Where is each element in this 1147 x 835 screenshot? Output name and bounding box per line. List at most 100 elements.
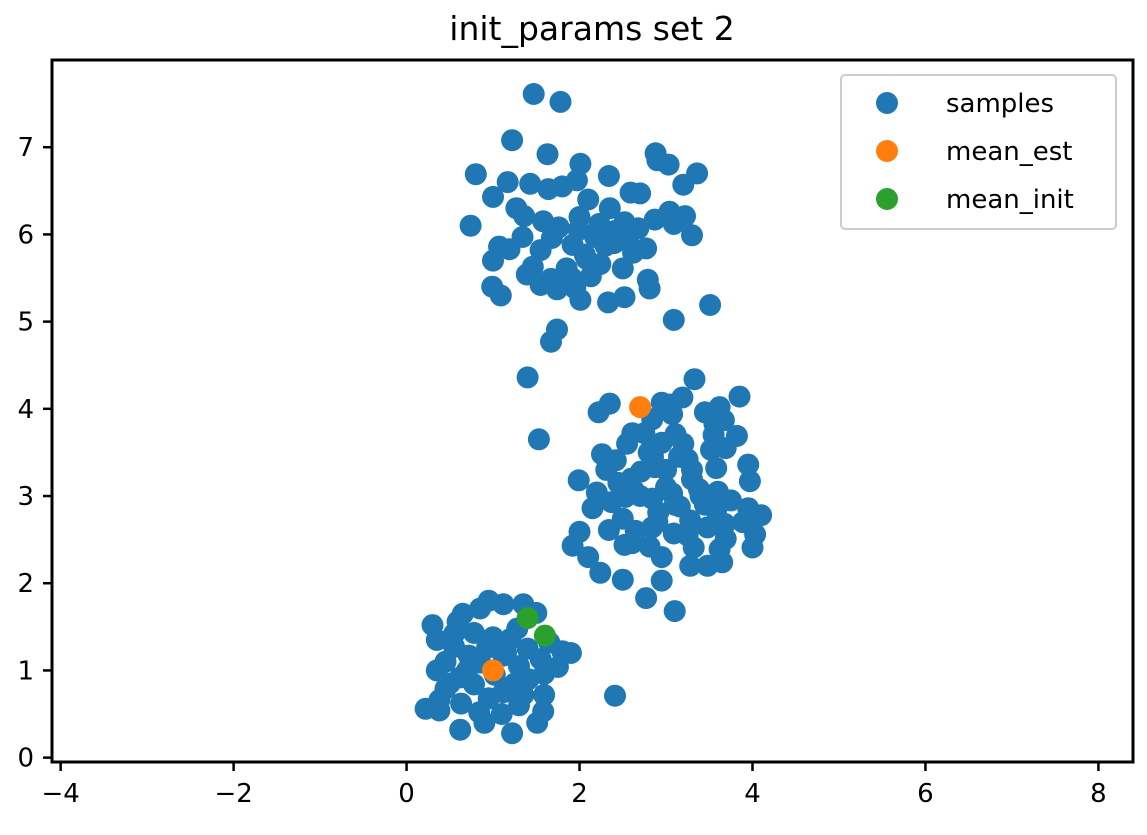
mean_init-point — [516, 607, 539, 630]
samples-point — [662, 308, 685, 331]
samples-point — [512, 683, 535, 706]
samples-point — [450, 692, 473, 715]
samples-point — [561, 534, 584, 557]
samples-point — [607, 471, 630, 494]
x-tick-label: 2 — [571, 779, 588, 809]
samples-point — [529, 239, 552, 262]
y-tick-label: 3 — [17, 482, 34, 512]
samples-point — [661, 403, 684, 426]
samples-point — [533, 683, 556, 706]
samples-point — [456, 659, 479, 682]
samples-point — [482, 185, 504, 208]
samples-point — [679, 554, 702, 577]
samples-point — [473, 711, 496, 734]
samples-point — [681, 224, 703, 247]
samples-point — [565, 169, 588, 192]
y-tick-label: 5 — [17, 308, 34, 338]
series-samples — [414, 83, 773, 745]
samples-point — [635, 587, 658, 610]
samples-point — [438, 672, 461, 695]
samples-point — [741, 536, 764, 559]
mean_est-point — [629, 396, 652, 419]
legend-marker-mean_init — [876, 188, 898, 210]
samples-point — [650, 569, 673, 592]
samples-point — [577, 188, 600, 211]
samples-point — [663, 493, 686, 516]
samples-point — [611, 568, 634, 591]
samples-point — [459, 214, 482, 237]
samples-point — [711, 551, 734, 574]
samples-point — [567, 469, 590, 492]
legend-marker-samples — [876, 92, 898, 114]
legend-label-samples: samples — [946, 89, 1054, 119]
samples-point — [581, 497, 604, 520]
y-tick-label: 6 — [17, 220, 34, 250]
samples-point — [728, 385, 751, 408]
legend-label-mean_est: mean_est — [946, 137, 1072, 167]
samples-point — [513, 205, 536, 228]
samples-point — [577, 546, 600, 569]
samples-point — [597, 519, 620, 541]
series-mean_init — [516, 607, 556, 647]
points-layer — [414, 83, 773, 745]
samples-point — [646, 511, 669, 534]
samples-point — [683, 368, 706, 391]
samples-point — [464, 163, 487, 186]
y-tick-label: 1 — [17, 656, 34, 686]
samples-point — [633, 422, 656, 445]
legend-box — [840, 74, 1117, 230]
samples-point — [569, 288, 592, 311]
samples-point — [428, 699, 451, 722]
samples-point — [527, 428, 550, 451]
samples-point — [536, 143, 559, 166]
legend: samples mean_est mean_init — [840, 74, 1117, 230]
samples-point — [498, 238, 521, 261]
x-tick-label: −2 — [214, 779, 252, 809]
legend-marker-mean_est — [876, 140, 898, 162]
samples-point — [624, 519, 647, 542]
samples-point — [560, 267, 583, 289]
samples-point — [579, 265, 602, 288]
samples-point — [642, 445, 664, 468]
samples-point — [569, 152, 592, 175]
samples-point — [657, 153, 680, 176]
x-tick-label: 0 — [398, 779, 415, 809]
samples-point — [522, 83, 545, 105]
samples-point — [719, 489, 742, 512]
samples-point — [575, 247, 598, 270]
samples-point — [672, 173, 695, 196]
samples-point — [540, 330, 562, 353]
samples-point — [496, 171, 519, 194]
samples-point — [598, 197, 621, 220]
samples-point — [490, 703, 513, 725]
samples-point — [676, 524, 699, 547]
x-tick-label: 6 — [917, 779, 934, 809]
samples-point — [597, 165, 620, 187]
samples-point — [662, 212, 685, 235]
samples-point — [549, 90, 572, 113]
series-mean_est — [482, 396, 652, 682]
plot-frame — [50, 58, 1135, 764]
samples-point — [587, 401, 610, 424]
samples-point — [501, 129, 524, 152]
samples-point — [568, 206, 591, 228]
samples-point — [532, 210, 555, 233]
samples-point — [737, 453, 760, 476]
mean_init-point — [533, 624, 556, 647]
samples-point — [481, 275, 504, 298]
x-tick-label: 4 — [744, 779, 761, 809]
samples-point — [750, 504, 773, 527]
ticks-layer: −4 −2 0 2 4 6 8 0 1 2 3 4 5 6 7 — [17, 133, 1106, 809]
samples-point — [449, 718, 472, 741]
chart-title: init_params set 2 — [449, 9, 734, 48]
samples-point — [463, 621, 485, 644]
samples-point — [589, 561, 612, 584]
samples-point — [617, 230, 639, 253]
samples-point — [650, 546, 673, 569]
samples-point — [559, 642, 582, 664]
samples-point — [611, 257, 634, 280]
samples-point — [482, 249, 504, 272]
y-tick-label: 4 — [17, 395, 34, 425]
samples-point — [526, 711, 549, 734]
samples-point — [495, 642, 517, 664]
